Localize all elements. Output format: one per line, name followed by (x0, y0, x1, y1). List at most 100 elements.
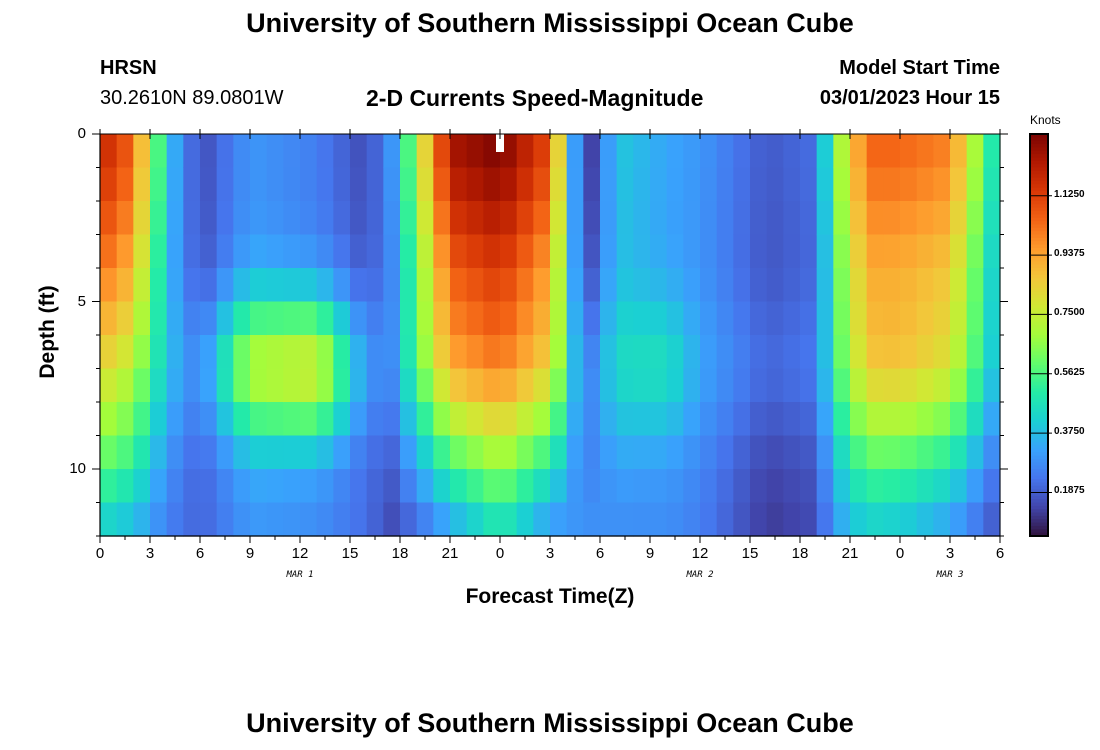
heatmap-cell (650, 201, 668, 236)
heatmap-cell (533, 167, 551, 202)
x-tick-label: 21 (441, 545, 459, 562)
heatmap-cell (200, 201, 218, 236)
heatmap-cell (883, 502, 901, 537)
heatmap-cell (750, 402, 768, 437)
colorbar-segment (1030, 519, 1048, 524)
colorbar-segment (1030, 495, 1048, 500)
heatmap-cell (416, 134, 434, 169)
heatmap-cell (950, 469, 968, 504)
heatmap-cell (333, 335, 351, 370)
heatmap-cell (666, 167, 684, 202)
heatmap-cell (666, 502, 684, 537)
heatmap-cell (983, 167, 1001, 202)
heatmap-cell (866, 134, 884, 169)
colorbar (1029, 133, 1052, 537)
heatmap-cell (683, 167, 701, 202)
colorbar-segment (1030, 448, 1048, 453)
plot-axes (92, 129, 1008, 543)
heatmap-cell (583, 368, 601, 403)
colorbar-segment (1030, 378, 1048, 383)
heatmap-cell (933, 435, 951, 470)
heatmap-cell (266, 167, 284, 202)
heatmap-cell (866, 201, 884, 236)
heatmap-cell (500, 469, 518, 504)
heatmap-cell (166, 502, 184, 537)
heatmap-cell (200, 502, 218, 537)
heatmap-cell (183, 368, 201, 403)
heatmap-cell (800, 402, 818, 437)
heatmap-cell (266, 469, 284, 504)
heatmap-cell (216, 167, 234, 202)
heatmap-cell (416, 435, 434, 470)
heatmap-cell (550, 234, 568, 269)
heatmap-cell (450, 134, 468, 169)
heatmap-cell (316, 268, 334, 303)
heatmap-cell (233, 335, 251, 370)
heatmap-cell (550, 435, 568, 470)
heatmap-cell (533, 201, 551, 236)
colorbar-segment (1030, 324, 1048, 329)
heatmap-cell (433, 502, 451, 537)
heatmap-cell (500, 234, 518, 269)
heatmap-cell (916, 167, 934, 202)
station-id: HRSN (100, 57, 157, 79)
colorbar-segment (1030, 385, 1048, 390)
heatmap-cell (583, 167, 601, 202)
heatmap-cell (350, 201, 368, 236)
heatmap-cell (450, 234, 468, 269)
heatmap-cell (866, 167, 884, 202)
heatmap-cell (716, 268, 734, 303)
heatmap-cell (933, 502, 951, 537)
x-tick-label: 0 (95, 545, 105, 562)
heatmap-cell (366, 301, 384, 336)
heatmap-cell (783, 335, 801, 370)
heatmap-cell (633, 201, 651, 236)
heatmap-cell (216, 268, 234, 303)
heatmap-cell (916, 502, 934, 537)
heatmap-cell (783, 234, 801, 269)
heatmap-cell (850, 335, 868, 370)
heatmap-cell (650, 335, 668, 370)
heatmap-cell (666, 435, 684, 470)
heatmap-cell (683, 435, 701, 470)
colorbar-segment (1030, 167, 1048, 172)
heatmap-cell (266, 234, 284, 269)
heatmap-cell (516, 435, 534, 470)
heatmap-cell (100, 502, 118, 537)
heatmap-cell (700, 167, 718, 202)
heatmap-cell (966, 201, 984, 236)
heatmap-cell (200, 268, 218, 303)
heatmap-cell (100, 435, 118, 470)
heatmap-cell (133, 368, 151, 403)
heatmap-cell (250, 167, 268, 202)
heatmap-cell (800, 234, 818, 269)
heatmap-cell (566, 234, 584, 269)
heatmap-cell (950, 335, 968, 370)
heatmap-cell (816, 502, 834, 537)
heatmap-cell (700, 201, 718, 236)
heatmap-cell (516, 301, 534, 336)
colorbar-segment (1030, 211, 1048, 215)
heatmap-cell (983, 502, 1001, 537)
heatmap-cell (416, 201, 434, 236)
colorbar-segment (1030, 281, 1048, 286)
heatmap-cell (316, 234, 334, 269)
heatmap-cell (883, 469, 901, 504)
heatmap-cell (100, 234, 118, 269)
heatmap-cell (816, 268, 834, 303)
heatmap-cell (266, 335, 284, 370)
heatmap-cell (500, 402, 518, 437)
heatmap-cell (900, 134, 918, 169)
heatmap-cell (666, 335, 684, 370)
heatmap-cell (933, 134, 951, 169)
heatmap-cell (966, 402, 984, 437)
heatmap-cell (466, 335, 484, 370)
heatmap-cell (200, 134, 218, 169)
heatmap-cell (116, 268, 134, 303)
colorbar-segment (1030, 144, 1048, 148)
heatmap-cell (900, 201, 918, 236)
heatmap-cell (516, 134, 534, 169)
heatmap-cell (116, 201, 134, 236)
heatmap-cell (350, 402, 368, 437)
heatmap-cell (950, 301, 968, 336)
